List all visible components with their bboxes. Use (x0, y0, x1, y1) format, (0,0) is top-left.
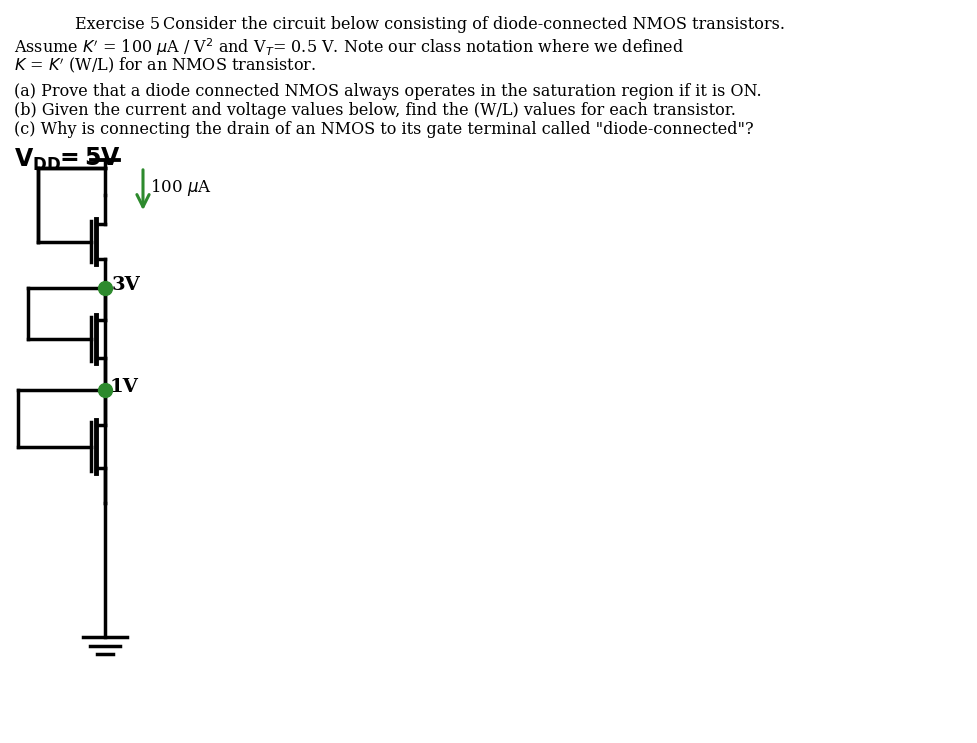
Text: Assume $K'$ = 100 $\mu$A / V$^2$ and V$_T$= 0.5 V. Note our class notation where: Assume $K'$ = 100 $\mu$A / V$^2$ and V$_… (14, 36, 684, 58)
Text: Exercise 5: Exercise 5 (75, 16, 160, 33)
Text: 3V: 3V (112, 276, 141, 294)
Text: 100 $\mu$A: 100 $\mu$A (149, 178, 212, 198)
Text: $K$ = $K'$ (W/L) for an NMOS transistor.: $K$ = $K'$ (W/L) for an NMOS transistor. (14, 55, 316, 74)
Text: 1V: 1V (109, 378, 139, 396)
Text: (b) Given the current and voltage values below, find the (W/L) values for each t: (b) Given the current and voltage values… (14, 102, 735, 119)
Text: $\mathbf{=5V}$: $\mathbf{=5V}$ (55, 147, 120, 170)
Text: $\mathbf{V_{DD}}$: $\mathbf{V_{DD}}$ (14, 147, 62, 173)
Text: (a) Prove that a diode connected NMOS always operates in the saturation region i: (a) Prove that a diode connected NMOS al… (14, 83, 761, 100)
Text: Consider the circuit below consisting of diode-connected NMOS transistors.: Consider the circuit below consisting of… (163, 16, 785, 33)
Text: (c) Why is connecting the drain of an NMOS to its gate terminal called "diode-co: (c) Why is connecting the drain of an NM… (14, 121, 753, 138)
